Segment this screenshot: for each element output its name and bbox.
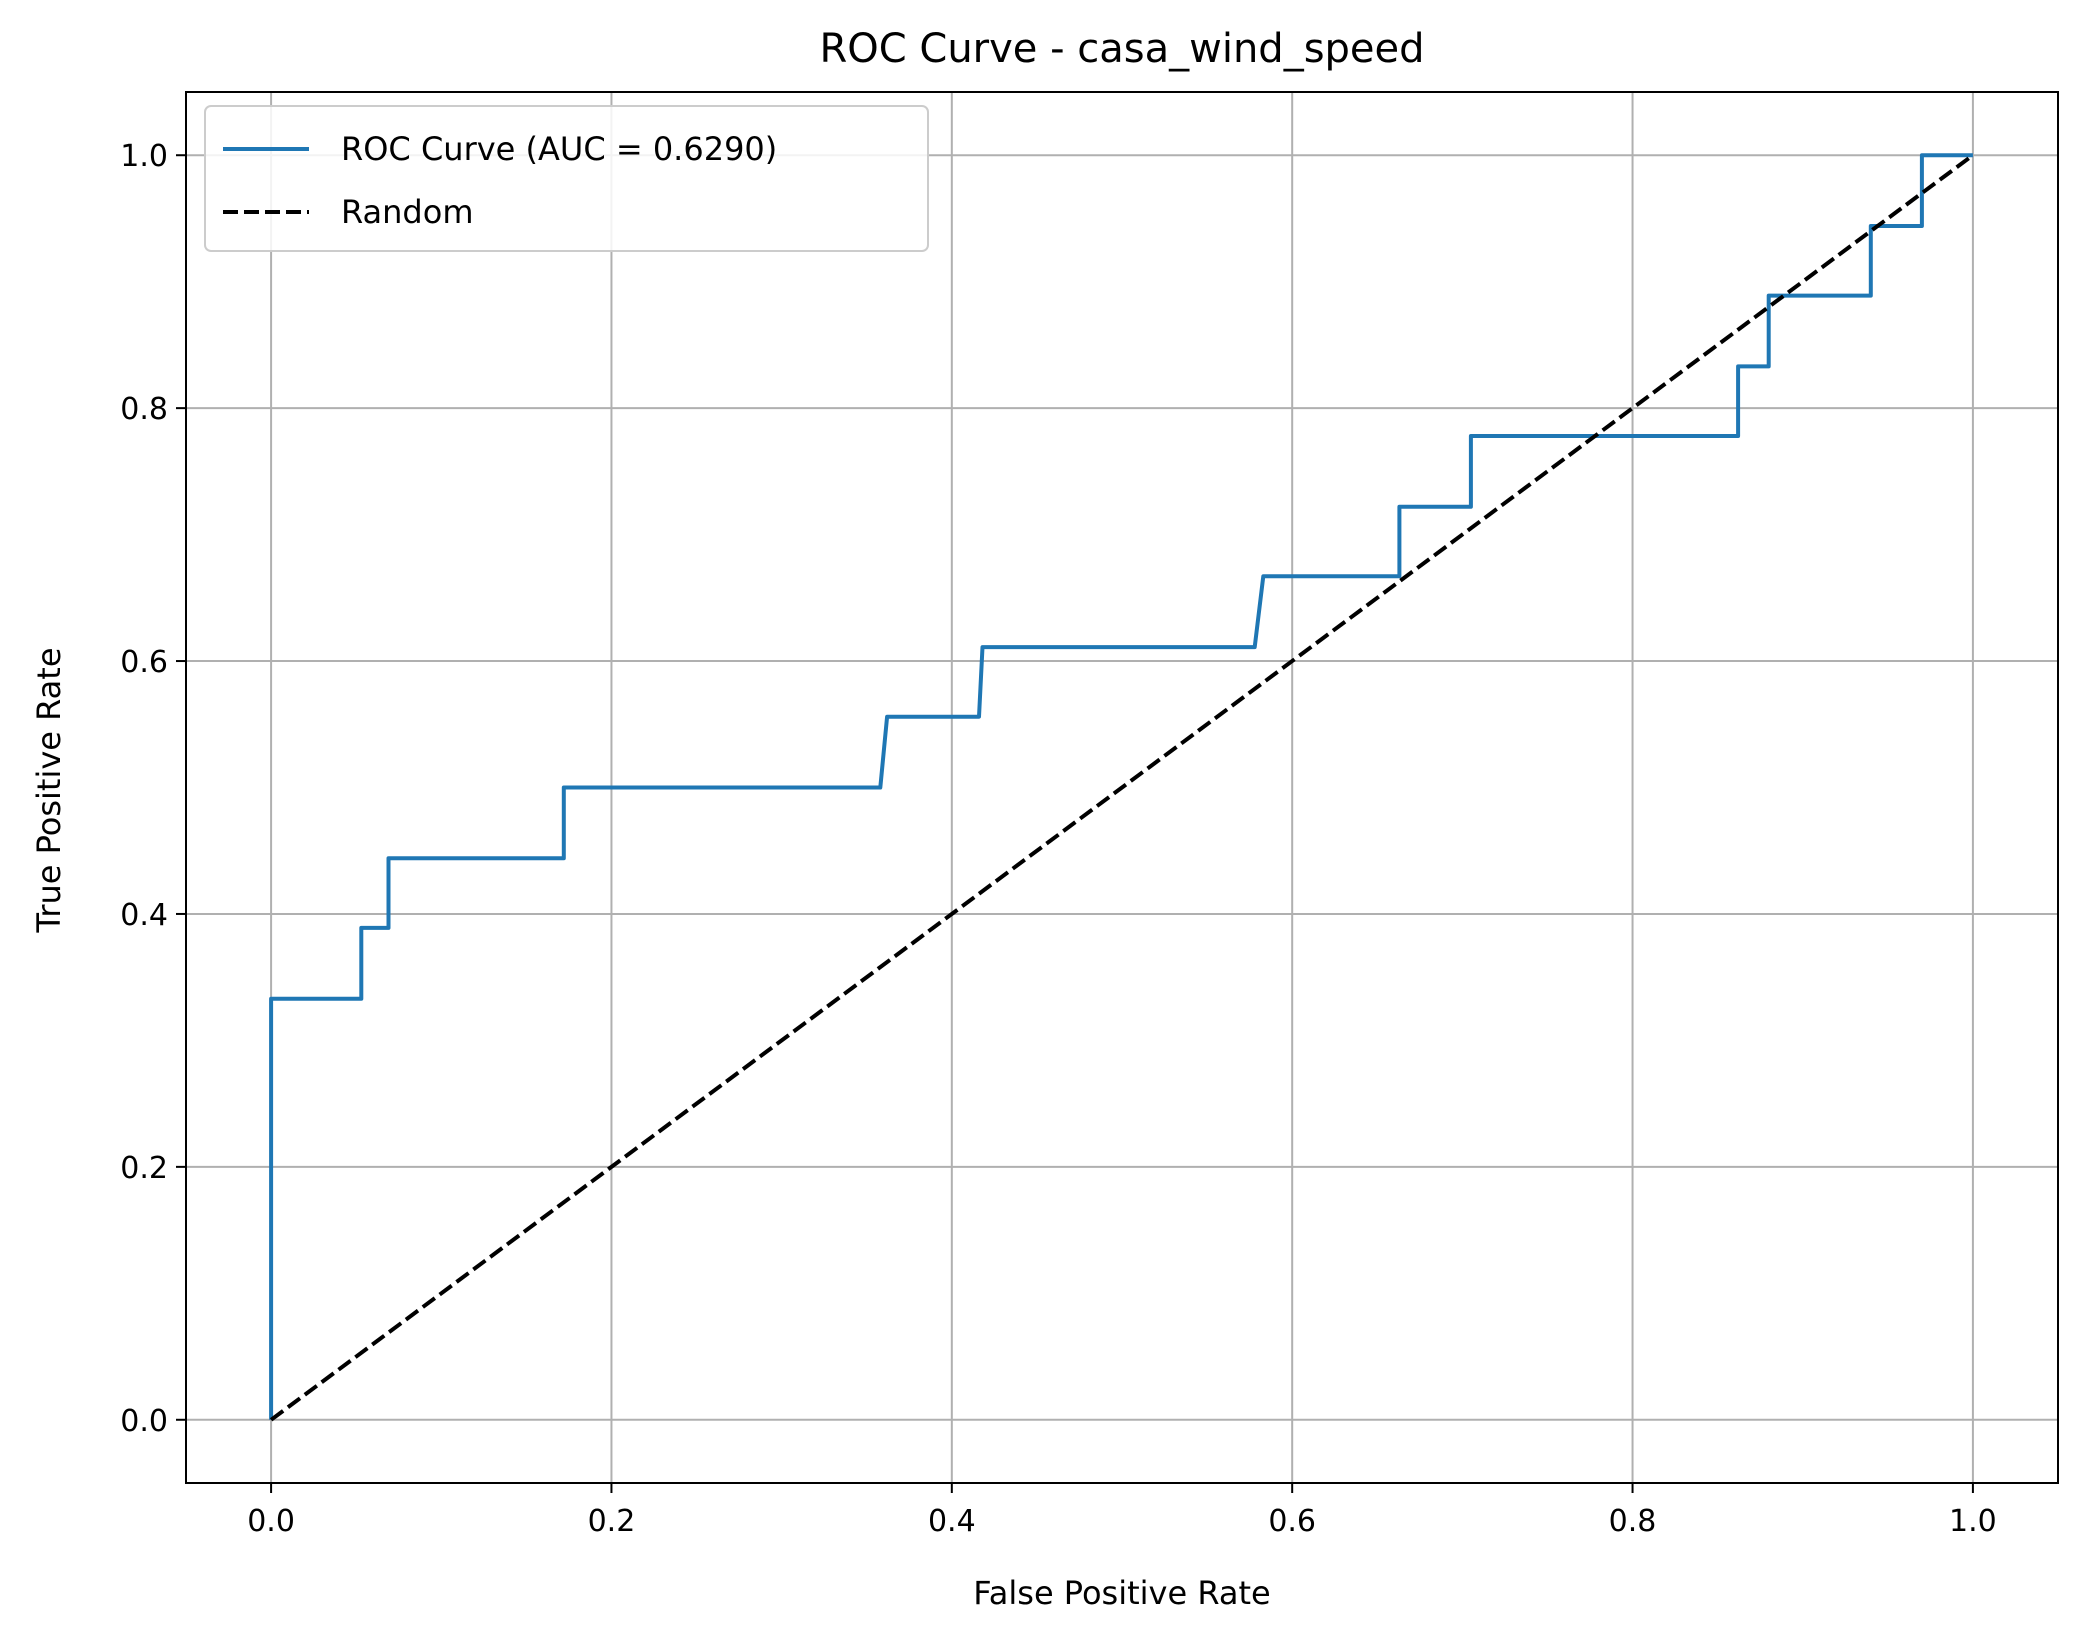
x-ticks: 0.0 0.2 0.4 0.6 0.8 1.0 [247, 1483, 1997, 1539]
y-tick-label: 0.8 [120, 392, 168, 427]
y-tick-label: 0.0 [120, 1404, 168, 1439]
x-tick-label: 0.8 [1609, 1504, 1657, 1539]
x-tick-label: 0.4 [928, 1504, 976, 1539]
legend-label-0: ROC Curve (AUC = 0.6290) [341, 130, 777, 168]
x-tick-label: 0.2 [588, 1504, 636, 1539]
series-line-0 [269, 153, 1973, 1420]
y-tick-label: 0.2 [120, 1151, 168, 1186]
series-layer [269, 153, 1975, 1422]
x-tick-label: 1.0 [1949, 1504, 1997, 1539]
y-ticks: 0.0 0.2 0.4 0.6 0.8 1.0 [120, 139, 186, 1439]
legend-box [204, 105, 929, 252]
x-tick-label: 0.0 [247, 1504, 295, 1539]
y-tick-label: 0.6 [120, 645, 168, 680]
x-tick-label: 0.6 [1268, 1504, 1316, 1539]
legend: ROC Curve (AUC = 0.6290) Random [204, 105, 929, 252]
y-axis-title: True Positive Rate [30, 647, 68, 933]
y-tick-label: 0.4 [120, 898, 168, 933]
series-line-1 [269, 153, 1975, 1422]
x-axis-title: False Positive Rate [973, 1574, 1270, 1612]
chart-title: ROC Curve - casa_wind_speed [819, 26, 1424, 72]
y-tick-label: 1.0 [120, 139, 168, 174]
plot-frame [185, 91, 2059, 1484]
legend-label-1: Random [341, 193, 473, 231]
